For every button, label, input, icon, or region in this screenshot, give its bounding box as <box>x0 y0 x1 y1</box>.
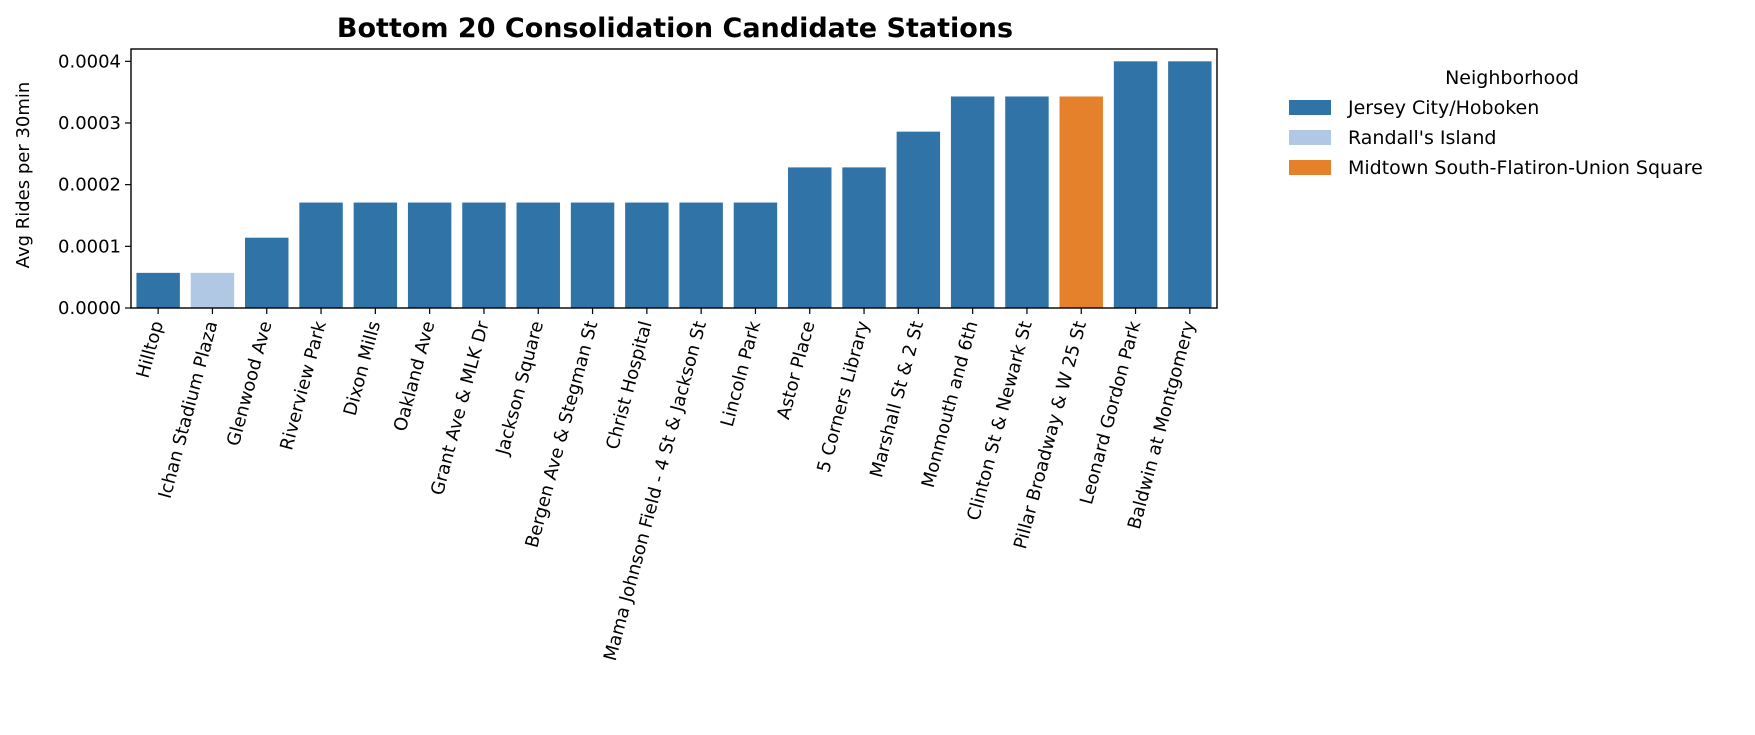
x-tick-label: Leonard Gordon Park <box>1076 318 1145 507</box>
bar <box>788 167 832 308</box>
legend-swatch <box>1289 100 1331 115</box>
bar <box>733 202 778 308</box>
legend-entry-label: Randall's Island <box>1348 127 1496 149</box>
legend-swatch <box>1289 160 1331 175</box>
x-tick-label: Marshall St & 2 St <box>866 319 928 480</box>
bar <box>679 202 723 308</box>
legend-swatch <box>1289 130 1331 145</box>
y-axis-ticks: 0.0000 0.0001 0.0002 0.0003 0.0004 <box>58 51 131 319</box>
x-tick-label: Astor Place <box>773 319 819 422</box>
bar <box>1059 96 1103 308</box>
bar <box>516 202 560 308</box>
bar <box>245 237 289 308</box>
y-tick-label: 0.0003 <box>58 113 121 134</box>
bar <box>950 96 995 308</box>
y-tick-label: 0.0002 <box>58 175 121 196</box>
bar <box>462 202 506 308</box>
x-tick-label: Christ Hospital <box>602 319 656 452</box>
bar <box>353 202 398 308</box>
x-tick-label: Dixon Mills <box>340 319 385 418</box>
bar <box>1168 61 1212 308</box>
legend-entry-label: Midtown South-Flatiron-Union Square <box>1348 157 1703 179</box>
y-tick-label: 0.0004 <box>58 51 121 72</box>
chart-title: Bottom 20 Consolidation Candidate Statio… <box>337 13 1013 44</box>
x-tick-label: Jackson Square <box>492 319 548 458</box>
x-tick-label: Ichan Stadium Plaza <box>155 319 223 501</box>
legend: Neighborhood Jersey City/Hoboken Randall'… <box>1289 67 1703 179</box>
legend-title: Neighborhood <box>1445 67 1579 89</box>
bar <box>1005 96 1049 308</box>
bar <box>1113 61 1158 308</box>
y-axis-label: Avg Rides per 30min <box>13 82 34 269</box>
bars-group <box>136 61 1212 308</box>
x-tick-label: Riverview Park <box>276 318 331 452</box>
bar <box>299 202 343 308</box>
x-tick-label: Hilltop <box>133 319 168 381</box>
y-tick-label: 0.0000 <box>58 298 121 319</box>
x-tick-label: Glenwood Ave <box>223 319 276 448</box>
x-tick-label: Lincoln Park <box>717 318 765 429</box>
x-tick-label: Grant Ave & MLK Dr <box>427 318 494 497</box>
bar <box>407 202 452 308</box>
legend-entry-label: Jersey City/Hoboken <box>1347 97 1539 119</box>
bar <box>842 167 886 308</box>
bar <box>896 131 941 308</box>
x-tick-label: Mama Johnson Field - 4 St & Jackson St <box>600 319 711 663</box>
y-tick-label: 0.0001 <box>58 236 121 257</box>
x-tick-label: 5 Corners Library <box>813 319 874 475</box>
bar <box>625 202 669 308</box>
x-tick-label: Oakland Ave <box>390 319 440 434</box>
bar <box>190 272 235 308</box>
x-tick-label: Monmouth and 6th <box>918 319 983 490</box>
plot-area-frame <box>130 48 1218 309</box>
bar <box>570 202 615 308</box>
bar <box>136 272 180 308</box>
